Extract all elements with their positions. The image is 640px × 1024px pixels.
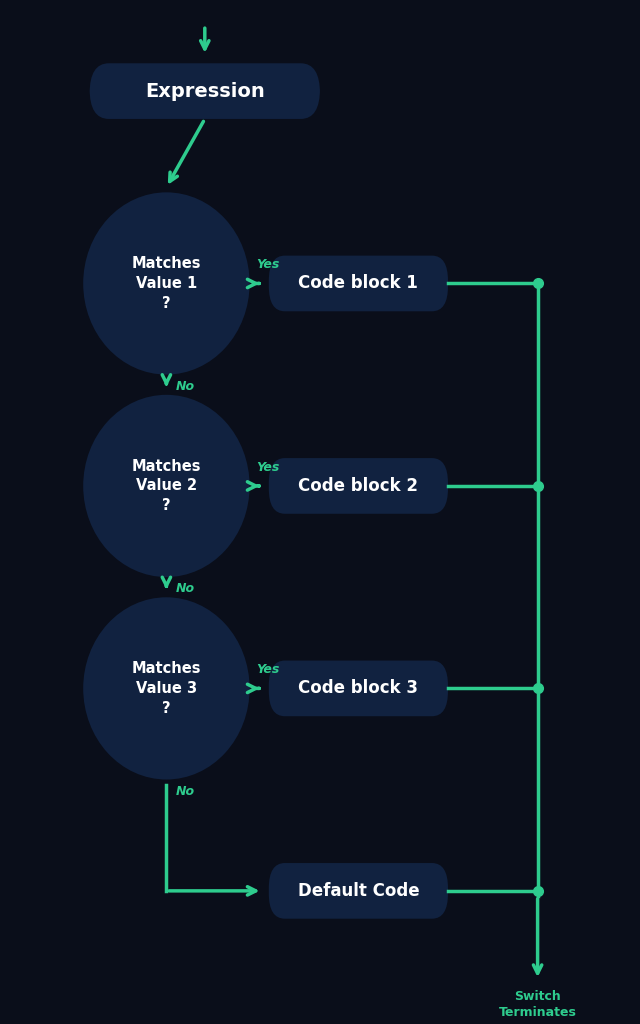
Ellipse shape xyxy=(83,395,250,578)
Ellipse shape xyxy=(83,193,250,375)
Text: Matches
Value 2
?: Matches Value 2 ? xyxy=(132,459,201,513)
Text: Matches
Value 1
?: Matches Value 1 ? xyxy=(132,256,201,310)
Ellipse shape xyxy=(83,597,250,779)
FancyBboxPatch shape xyxy=(90,63,320,119)
Text: Code block 3: Code block 3 xyxy=(298,679,419,697)
FancyBboxPatch shape xyxy=(269,660,448,716)
Text: No: No xyxy=(176,380,195,392)
Text: Switch
Terminates: Switch Terminates xyxy=(499,990,577,1019)
Text: Code block 1: Code block 1 xyxy=(298,274,419,293)
Text: Yes: Yes xyxy=(256,664,280,676)
Text: No: No xyxy=(176,582,195,595)
Text: No: No xyxy=(176,784,195,798)
FancyBboxPatch shape xyxy=(269,458,448,514)
Text: Matches
Value 3
?: Matches Value 3 ? xyxy=(132,662,201,716)
Text: Code block 2: Code block 2 xyxy=(298,477,419,495)
Text: Yes: Yes xyxy=(256,461,280,474)
Text: Default Code: Default Code xyxy=(298,882,419,900)
Text: Yes: Yes xyxy=(256,258,280,271)
FancyBboxPatch shape xyxy=(269,256,448,311)
FancyBboxPatch shape xyxy=(269,863,448,919)
Text: Expression: Expression xyxy=(145,82,265,100)
